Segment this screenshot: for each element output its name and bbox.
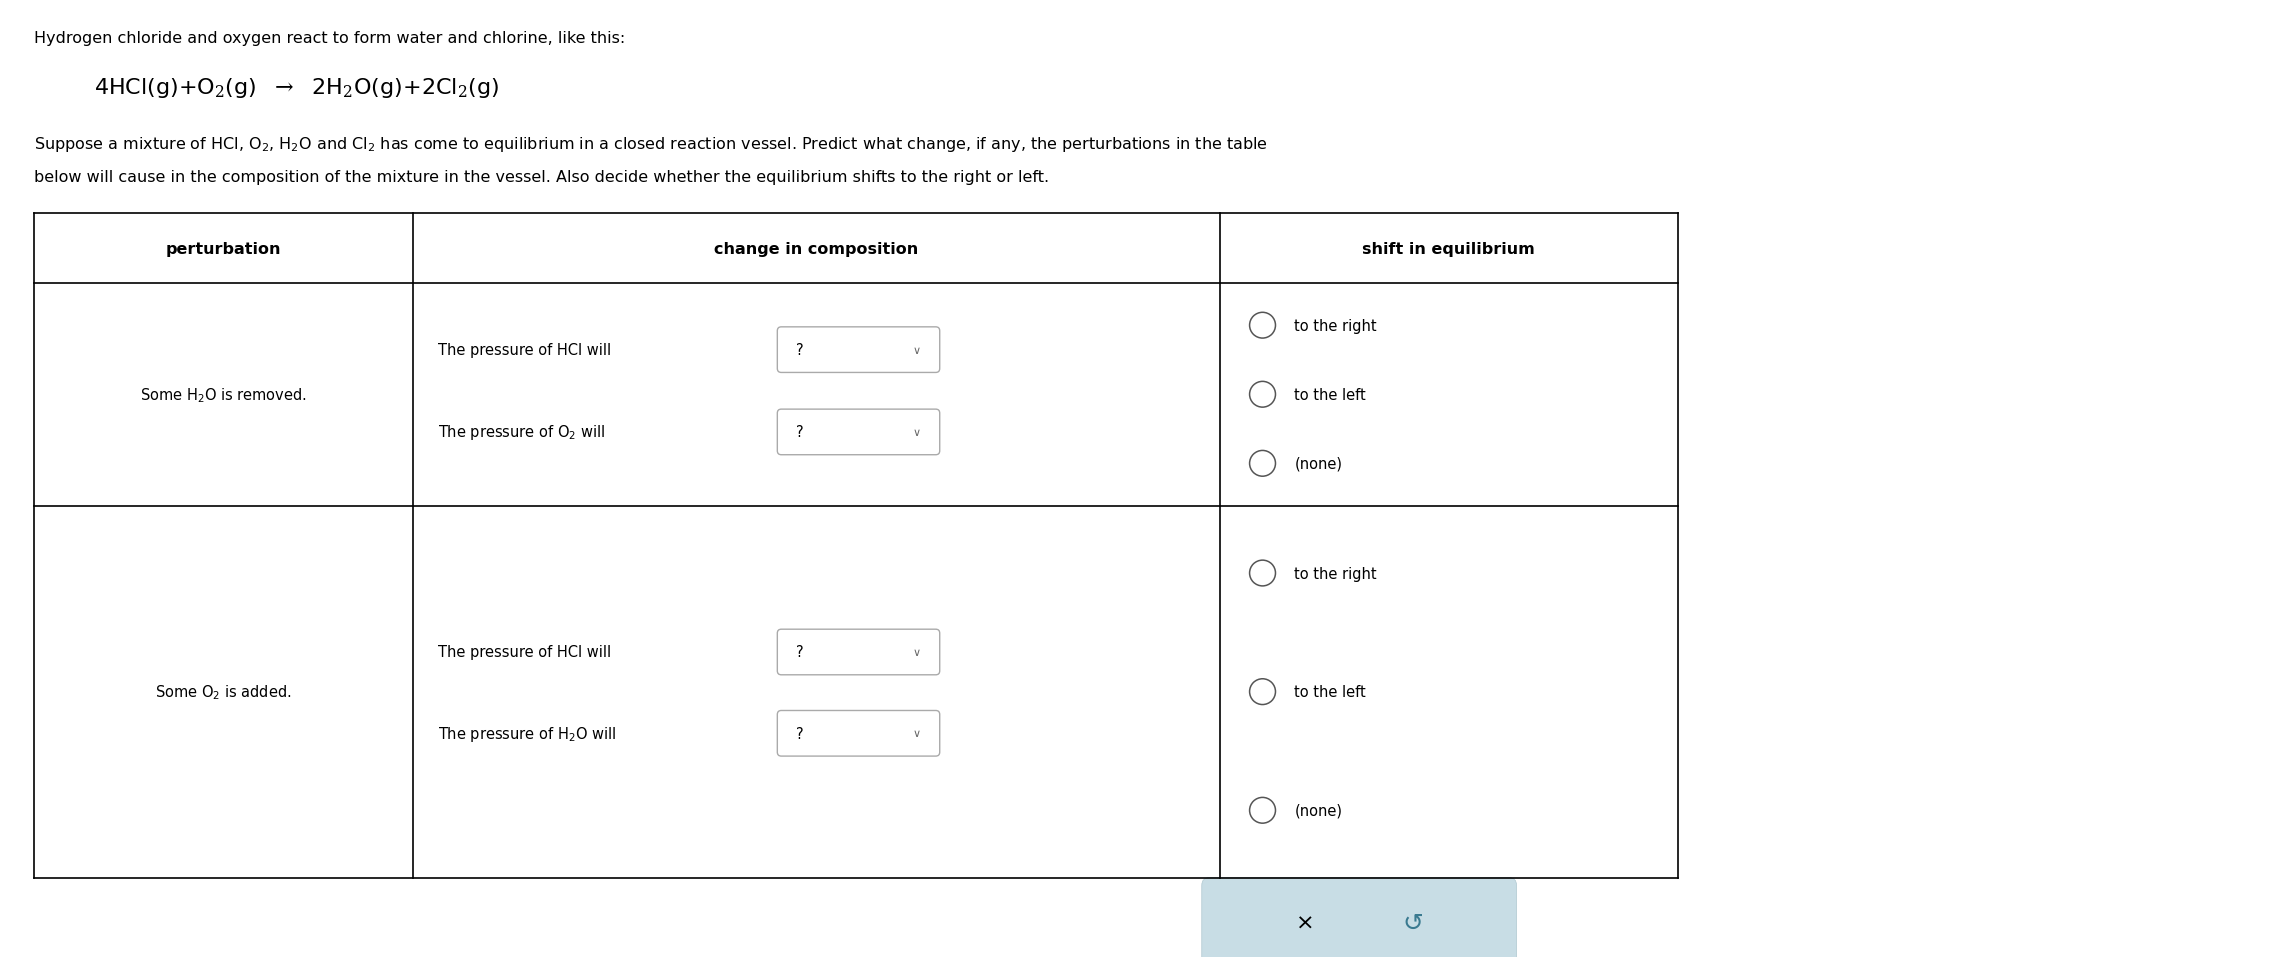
- Text: Some H$_2$O is removed.: Some H$_2$O is removed.: [141, 385, 307, 405]
- Text: Hydrogen chloride and oxygen react to form water and chlorine, like this:: Hydrogen chloride and oxygen react to fo…: [34, 31, 625, 46]
- Text: to the right: to the right: [1295, 318, 1377, 333]
- Text: change in composition: change in composition: [713, 241, 918, 257]
- Text: to the left: to the left: [1295, 387, 1365, 403]
- FancyBboxPatch shape: [777, 409, 941, 456]
- FancyBboxPatch shape: [777, 629, 941, 675]
- Text: ?: ?: [795, 343, 804, 357]
- Text: below will cause in the composition of the mixture in the vessel. Also decide wh: below will cause in the composition of t…: [34, 169, 1050, 185]
- Text: (none): (none): [1295, 456, 1343, 471]
- Text: (none): (none): [1295, 803, 1343, 818]
- Text: ?: ?: [795, 645, 804, 660]
- Text: ∨: ∨: [913, 428, 920, 437]
- Text: The pressure of HCl will: The pressure of HCl will: [438, 343, 611, 357]
- Text: shift in equilibrium: shift in equilibrium: [1363, 241, 1536, 257]
- Text: ?: ?: [795, 425, 804, 440]
- Text: ↺: ↺: [1402, 911, 1425, 935]
- Text: ∨: ∨: [913, 728, 920, 738]
- Text: ∨: ∨: [913, 345, 920, 356]
- Text: ?: ?: [795, 726, 804, 741]
- Text: 4HCl(g)+O$_2$(g)  $\rightarrow$  2H$_2$O(g)+2Cl$_2$(g): 4HCl(g)+O$_2$(g) $\rightarrow$ 2H$_2$O(g…: [93, 76, 500, 99]
- FancyBboxPatch shape: [1202, 877, 1518, 961]
- FancyBboxPatch shape: [777, 328, 941, 373]
- Text: to the left: to the left: [1295, 684, 1365, 700]
- Text: Some O$_2$ is added.: Some O$_2$ is added.: [154, 682, 291, 702]
- Text: The pressure of HCl will: The pressure of HCl will: [438, 645, 611, 660]
- Text: ∨: ∨: [913, 648, 920, 657]
- FancyBboxPatch shape: [777, 711, 941, 756]
- Text: The pressure of H$_2$O will: The pressure of H$_2$O will: [438, 724, 616, 743]
- Text: to the right: to the right: [1295, 566, 1377, 580]
- Text: Suppose a mixture of HCl, O$_2$, H$_2$O and Cl$_2$ has come to equilibrium in a : Suppose a mixture of HCl, O$_2$, H$_2$O …: [34, 135, 1268, 154]
- Text: perturbation: perturbation: [166, 241, 282, 257]
- Text: ×: ×: [1295, 913, 1315, 933]
- Text: The pressure of O$_2$ will: The pressure of O$_2$ will: [438, 423, 604, 442]
